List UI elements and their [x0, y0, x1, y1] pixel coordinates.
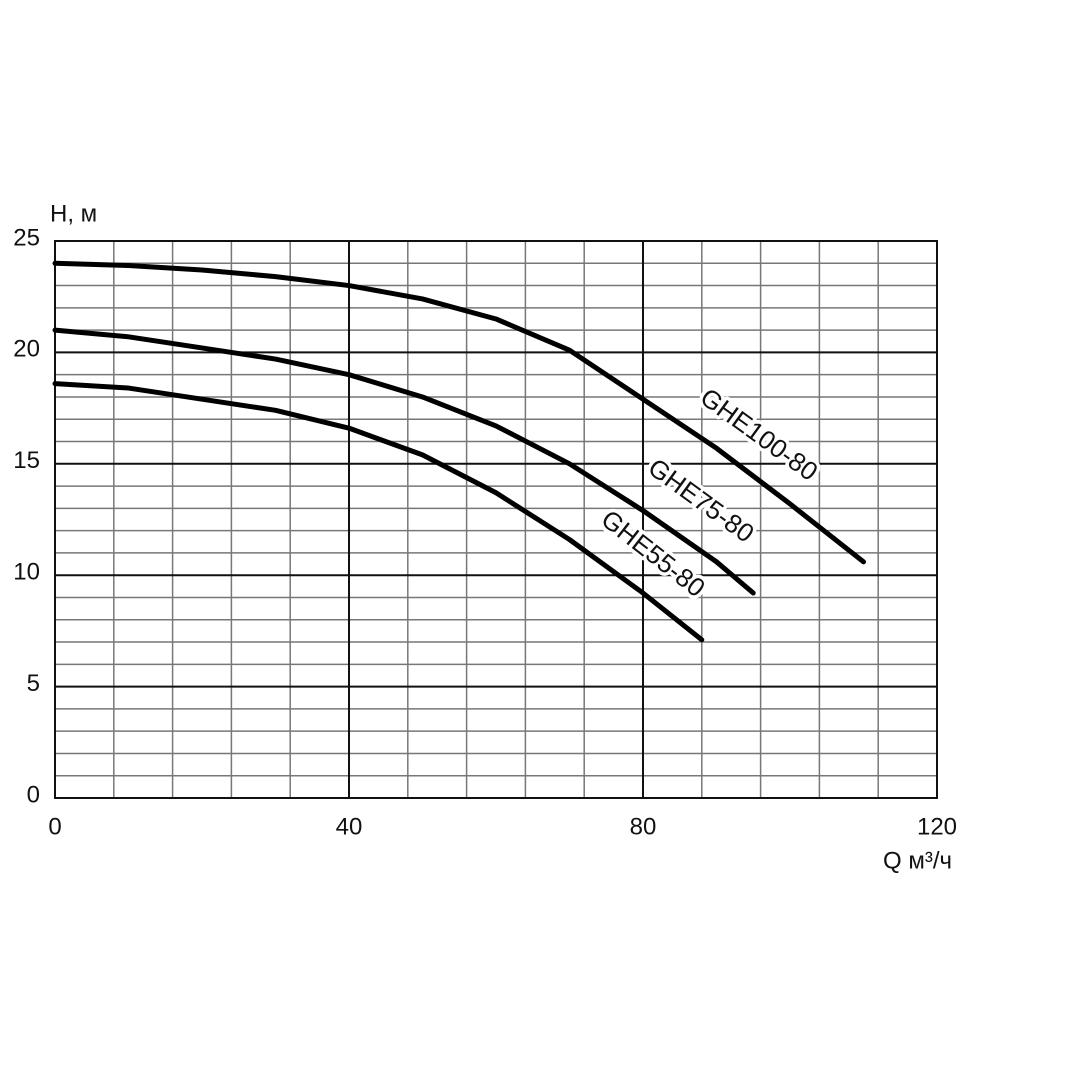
y-tick-label: 20: [13, 336, 40, 363]
x-axis-label: Q м³/ч: [883, 847, 952, 874]
y-tick-label: 15: [13, 447, 40, 474]
series-line: [52, 327, 756, 596]
y-tick-label: 0: [27, 781, 40, 808]
y-tick-label: 5: [27, 670, 40, 697]
y-axis-label: H, м: [50, 200, 97, 227]
x-tick-label: 40: [336, 813, 363, 840]
series-line: [52, 381, 705, 643]
y-tick-label: 10: [13, 559, 40, 586]
y-tick-label: 25: [13, 224, 40, 251]
plot-border: [54, 240, 938, 799]
x-tick-label: 80: [630, 813, 657, 840]
series-line: [52, 260, 866, 565]
x-tick-label: 120: [917, 813, 957, 840]
x-tick-label: 0: [48, 813, 61, 840]
